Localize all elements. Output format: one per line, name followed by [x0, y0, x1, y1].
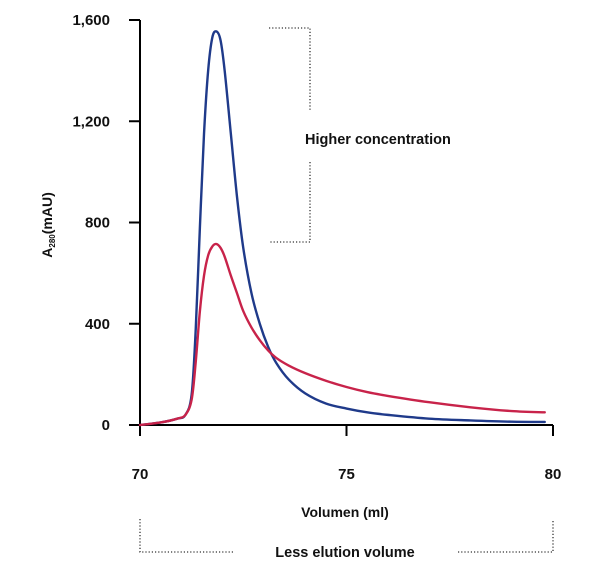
x-bracket-left [139, 519, 233, 553]
x-ticks: 70 75 80 [132, 425, 562, 483]
y-tick-label: 1,200 [72, 113, 110, 130]
axes [129, 20, 553, 426]
y-tick-label: 0 [102, 417, 110, 434]
y-bracket-label: Higher concentration [305, 132, 451, 148]
y-axis-title-subscript: 280 [48, 234, 57, 248]
y-bracket: Higher concentration [269, 27, 451, 243]
y-tick-label: 800 [85, 215, 110, 232]
x-axis-title: Volumen (ml) [301, 504, 389, 520]
x-tick-label: 75 [338, 466, 355, 483]
series-line-2 [138, 242, 546, 427]
x-bracket-right [458, 519, 554, 553]
y-axis-title: A280(mAU) [39, 192, 57, 257]
x-bracket-label: Less elution volume [275, 545, 414, 561]
y-ticks: 0 400 800 1,200 1,600 [72, 12, 140, 434]
y-bracket-top [269, 27, 311, 110]
y-axis-title-main: A [39, 248, 55, 258]
y-tick-label: 1,600 [72, 12, 110, 29]
y-axis-title-unit: (mAU) [39, 192, 55, 234]
y-tick-label: 400 [85, 316, 110, 333]
y-bracket-bottom [269, 162, 311, 243]
x-bracket: Less elution volume [139, 519, 554, 561]
series-group [138, 30, 546, 427]
series-line-1 [138, 30, 546, 427]
x-tick-label: 70 [132, 466, 149, 483]
x-tick-label: 80 [545, 466, 562, 483]
